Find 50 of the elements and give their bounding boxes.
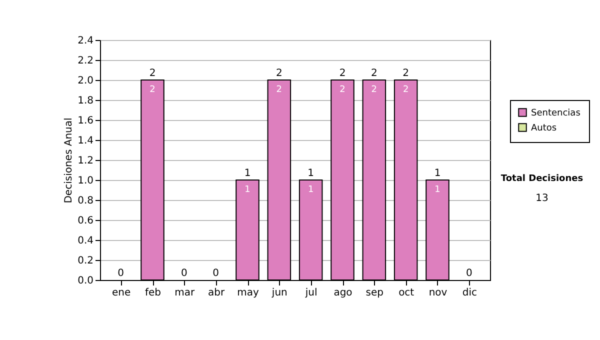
total-label: 1 [244,168,251,179]
x-tick-label: oct [398,288,414,298]
y-axis-title: Decisiones Anual [64,118,75,204]
x-tick-label: abr [208,288,226,298]
x-tick-label: jul [304,288,318,298]
y-tick-label: 0.6 [78,216,94,226]
y-tick-label: 0.2 [78,256,94,266]
y-tick-label: 1.4 [78,136,94,146]
total-label: 1 [308,168,314,179]
data-label: 1 [244,185,250,195]
data-label: 2 [150,85,156,95]
y-tick-label: 1.0 [78,176,94,186]
total-label: 0 [212,268,220,279]
legend-label: Autos [531,124,557,134]
data-label: 2 [340,85,346,95]
x-tick-label: ago [334,288,352,298]
total-label: 2 [149,68,156,79]
data-label: 1 [434,185,440,195]
y-tick-label: 1.8 [78,96,94,106]
x-tick-label: may [237,288,259,298]
x-tick-label: mar [174,288,196,298]
total-label: 0 [180,268,188,279]
total-label: 0 [118,268,124,279]
total-label: 2 [370,68,378,79]
text: Total Decisiones [500,174,584,184]
total-label: 1 [434,168,441,179]
x-tick-label: feb [144,288,162,298]
data-label: 2 [371,85,378,95]
x-tick-label: ene [112,288,131,298]
legend-label: Sentencias [531,108,581,118]
y-tick-label: 0.8 [78,196,94,206]
y-tick-label: 0.4 [78,236,94,246]
y-tick-label: 2.2 [78,56,94,66]
y-tick-label: 1.2 [78,156,94,166]
total-label: 2 [339,68,346,79]
x-tick-label: jun [270,288,288,298]
total-label: 0 [466,268,472,279]
y-tick-label: 2.4 [78,36,94,46]
y-tick-label: 1.6 [78,116,94,126]
x-tick-label: dic [462,288,477,298]
text: 13 [536,193,548,204]
x-tick-label: sep [366,288,384,298]
x-tick-label: nov [428,288,448,298]
data-label: 2 [402,85,409,95]
data-label: 1 [308,185,314,195]
y-tick-label: 2.0 [78,76,94,86]
total-label: 2 [402,68,410,79]
y-tick-label: 0.0 [78,276,94,286]
total-label: 2 [276,68,282,79]
data-label: 2 [276,85,282,95]
